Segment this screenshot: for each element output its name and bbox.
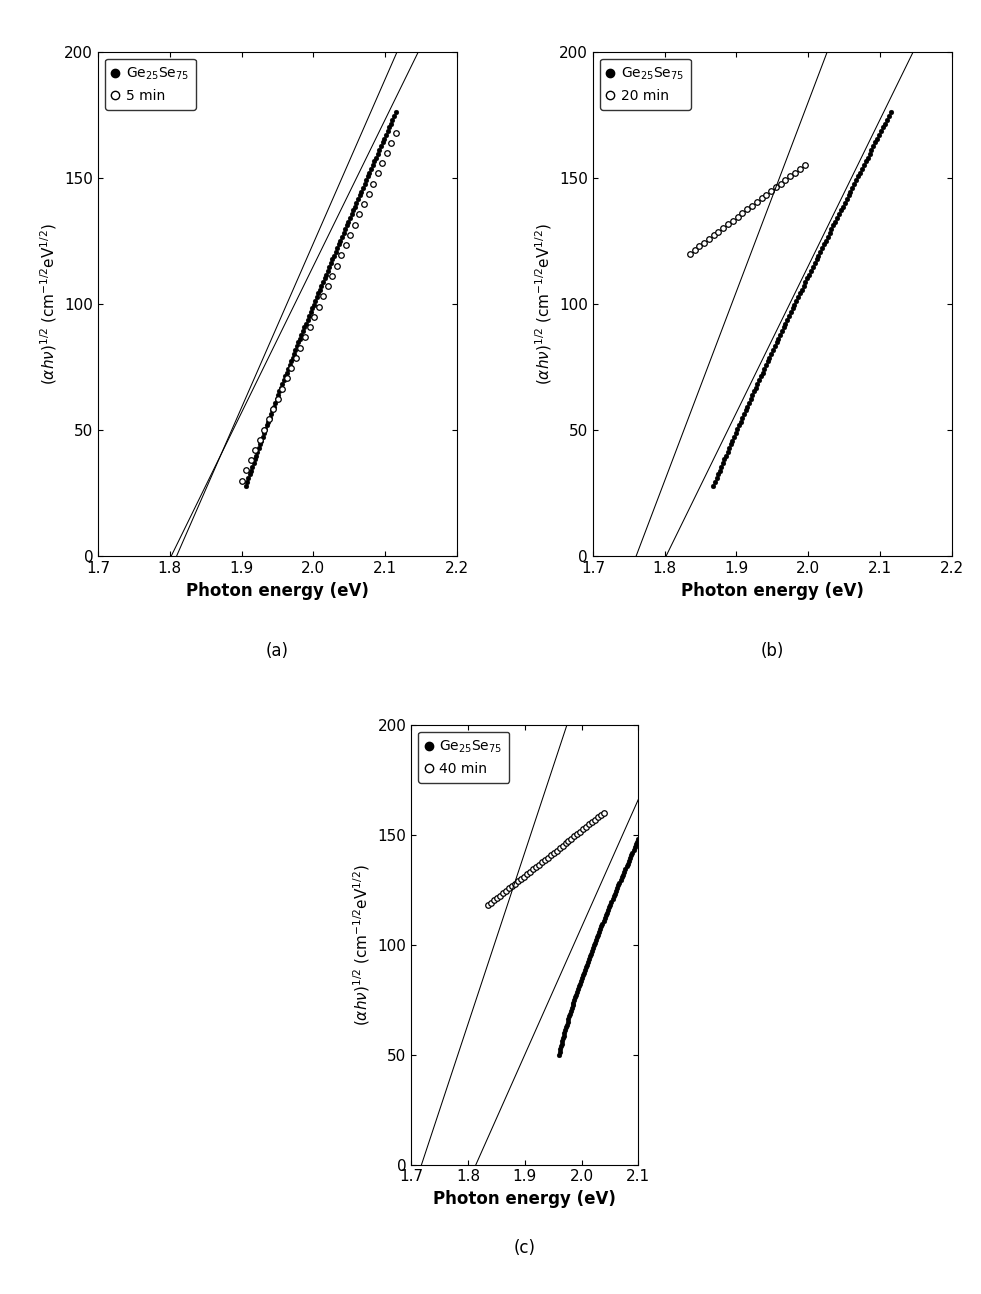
Y-axis label: $(\alpha h\nu)^{1/2}$ (cm$^{-1/2}$eV$^{1/2}$): $(\alpha h\nu)^{1/2}$ (cm$^{-1/2}$eV$^{1…	[351, 863, 372, 1026]
Text: (a): (a)	[266, 642, 288, 660]
Legend: Ge$_{25}$Se$_{75}$, 5 min: Ge$_{25}$Se$_{75}$, 5 min	[105, 58, 196, 110]
Text: (c): (c)	[514, 1240, 536, 1258]
X-axis label: Photon energy (eV): Photon energy (eV)	[434, 1190, 616, 1209]
X-axis label: Photon energy (eV): Photon energy (eV)	[186, 582, 369, 600]
Legend: Ge$_{25}$Se$_{75}$, 20 min: Ge$_{25}$Se$_{75}$, 20 min	[600, 58, 691, 110]
Y-axis label: $(\alpha h\nu)^{1/2}$ (cm$^{-1/2}$eV$^{1/2}$): $(\alpha h\nu)^{1/2}$ (cm$^{-1/2}$eV$^{1…	[38, 223, 59, 386]
Y-axis label: $(\alpha h\nu)^{1/2}$ (cm$^{-1/2}$eV$^{1/2}$): $(\alpha h\nu)^{1/2}$ (cm$^{-1/2}$eV$^{1…	[533, 223, 553, 386]
X-axis label: Photon energy (eV): Photon energy (eV)	[681, 582, 863, 600]
Legend: Ge$_{25}$Se$_{75}$, 40 min: Ge$_{25}$Se$_{75}$, 40 min	[418, 731, 509, 783]
Text: (b): (b)	[760, 642, 784, 660]
